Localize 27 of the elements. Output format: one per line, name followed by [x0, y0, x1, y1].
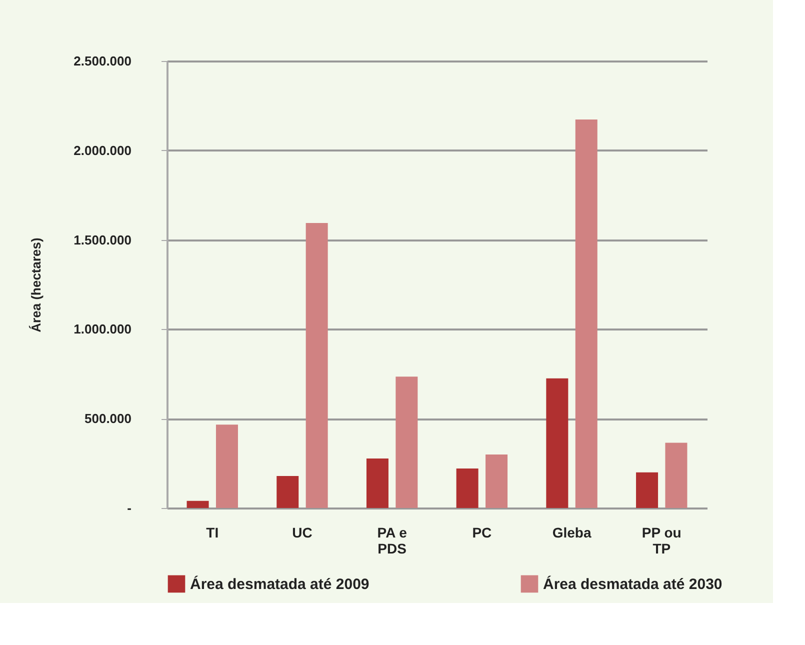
x-tick-label: PC — [472, 524, 492, 540]
bar — [456, 468, 478, 508]
bar — [216, 424, 238, 508]
x-tick-label: Gleba — [552, 524, 592, 540]
bar — [575, 119, 598, 508]
bar — [366, 458, 388, 508]
x-tick-label: UC — [292, 524, 312, 540]
x-tick-label: TI — [206, 524, 219, 540]
bar — [665, 442, 688, 508]
y-tick-label: - — [127, 500, 132, 516]
y-tick-label: 1.000.000 — [74, 322, 132, 337]
y-axis-title: Área (hectares) — [28, 238, 44, 332]
y-tick-label: 2.000.000 — [74, 142, 132, 158]
bar — [306, 222, 328, 508]
x-tick-label: PP ou TP — [642, 524, 682, 556]
bar — [546, 378, 568, 508]
x-tick-label: PA e PDS — [377, 524, 408, 556]
bar — [186, 500, 209, 508]
bar — [276, 476, 299, 508]
bar — [486, 454, 508, 508]
y-tick-label: 500.000 — [84, 411, 132, 426]
y-tick-label: 2.500.000 — [74, 54, 132, 68]
bar — [636, 472, 658, 508]
bar — [396, 376, 418, 508]
y-tick-label: 1.500.000 — [74, 232, 132, 248]
legend-label: Área desmatada até 2030 — [543, 574, 722, 593]
legend-label: Área desmatada até 2009 — [190, 574, 370, 593]
